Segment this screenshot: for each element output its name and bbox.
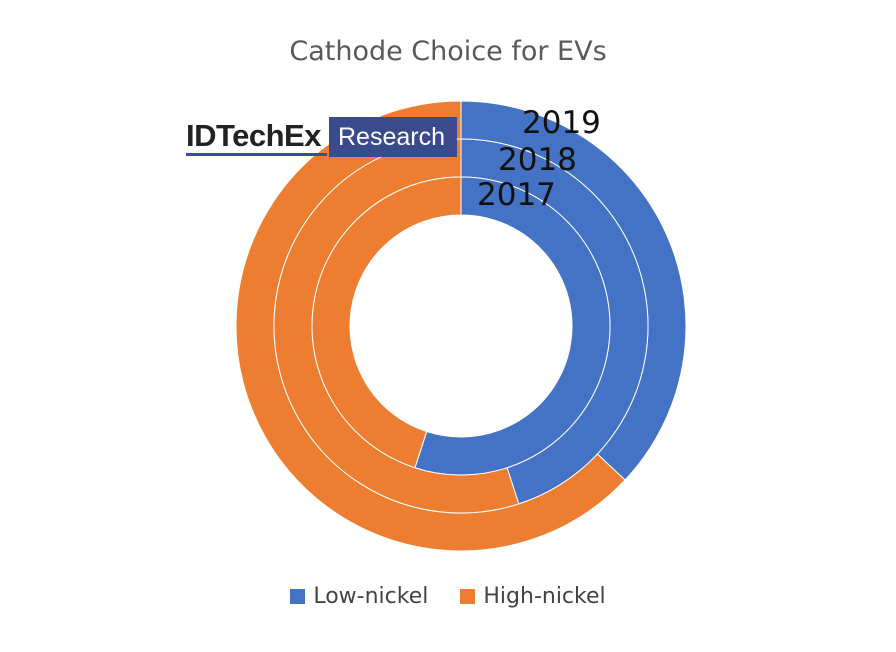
chart-title: Cathode Choice for EVs <box>289 36 607 67</box>
ring-label-2018: 2018 <box>498 142 577 178</box>
ring-label-2019: 2019 <box>522 105 601 141</box>
legend-swatch-low-nickel <box>290 589 306 604</box>
idtechex-logo: IDTechEx Research <box>186 116 457 158</box>
legend-swatch-high-nickel <box>460 589 476 604</box>
ring-slice-2017-low-nickel <box>414 176 611 476</box>
legend: Low-nickel High-nickel <box>0 584 896 609</box>
ring-label-2017: 2017 <box>477 177 556 213</box>
ring-slice-2017-high-nickel <box>311 176 462 469</box>
logo-wordmark: IDTechEx <box>186 118 327 156</box>
legend-item-low-nickel: Low-nickel <box>290 584 428 609</box>
legend-label-low-nickel: Low-nickel <box>313 584 429 609</box>
logo-badge: Research <box>328 117 457 157</box>
legend-item-high-nickel: High-nickel <box>460 584 606 609</box>
legend-label-high-nickel: High-nickel <box>483 584 606 609</box>
